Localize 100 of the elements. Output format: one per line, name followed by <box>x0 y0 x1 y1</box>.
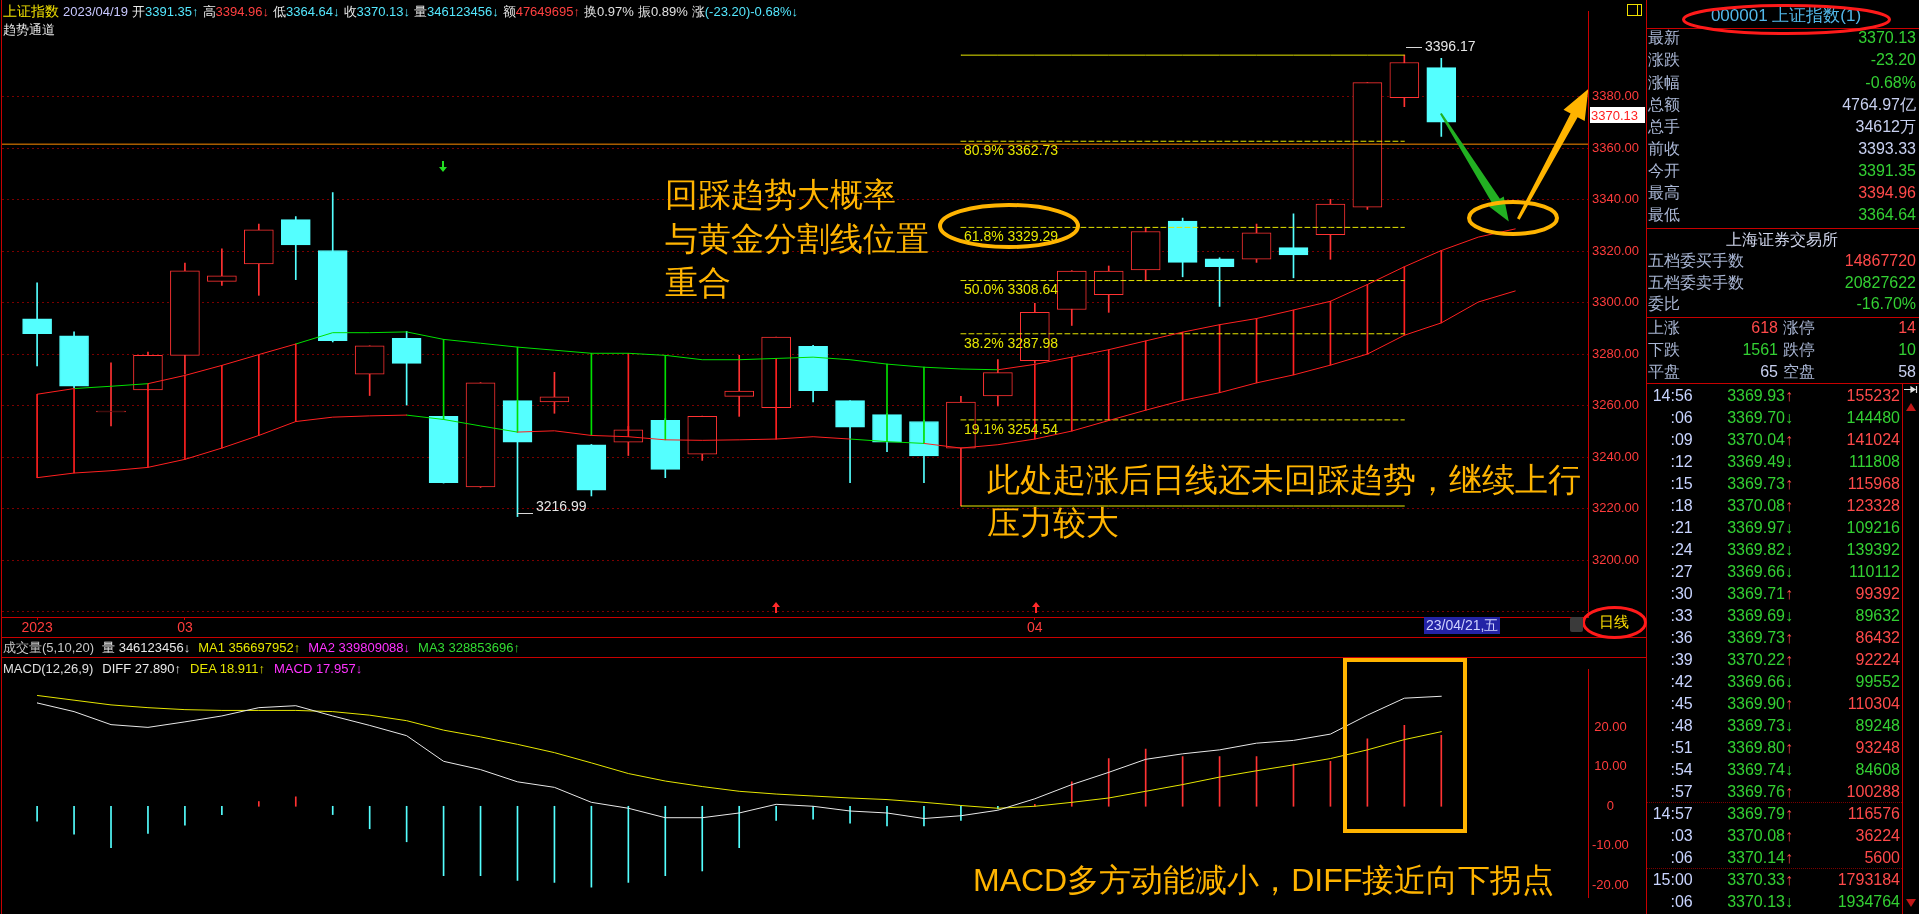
annotation: 量346123456↓ <box>414 4 499 19</box>
text: 34612万 <box>1855 116 1916 137</box>
text: :18 3370.08↑ 123328 <box>1670 496 1900 514</box>
text: :54 3369.74↓ 84608 <box>1670 760 1900 778</box>
text: 下跌 <box>1648 340 1680 360</box>
y-tick-label: 20.00 <box>1594 718 1627 734</box>
text: MA1 356697952↑ <box>198 640 301 656</box>
text: :21 3369.97↓ 109216 <box>1670 518 1900 536</box>
y-tick-label: 3340.00 <box>1592 191 1639 207</box>
text: 总额 <box>1648 94 1680 115</box>
text: -0.68% <box>1865 72 1916 93</box>
annotation: MACD 17.957↓ <box>274 661 363 677</box>
text: 3370.13 <box>1591 107 1638 123</box>
annotation: 3216.99 <box>536 497 587 514</box>
text: 14:57 3369.79↑ 116576 <box>1652 804 1900 822</box>
text: 14:56 3369.93↑ 155232 <box>1652 386 1900 404</box>
x-tick-label: 03 <box>177 619 193 636</box>
text: 最低 <box>1648 205 1680 226</box>
y-tick-label: 3360.00 <box>1592 139 1639 155</box>
text: 涨幅 <box>1648 72 1680 93</box>
text: 上涨 <box>1648 318 1680 339</box>
y-tick-label: 3220.00 <box>1592 500 1639 516</box>
y-tick-label: 3240.00 <box>1592 448 1639 464</box>
text: 4764.97亿 <box>1842 94 1916 115</box>
text: 14867720 <box>1844 250 1916 271</box>
text: 今开 <box>1648 160 1680 181</box>
series-label: 80.9% 3362.73 <box>963 142 1059 159</box>
y-tick-label: 10.00 <box>1594 758 1627 774</box>
y-tick-label: -10.00 <box>1591 837 1629 853</box>
annotation: DEA 18.911↑ <box>190 661 265 677</box>
annotation: 高3394.96↓ <box>202 4 270 19</box>
text: 3364.64 <box>1858 205 1916 226</box>
y-tick-label: 3200.00 <box>1592 551 1639 567</box>
y-tick-label: 0 <box>1606 797 1615 813</box>
annotation: 低3364.64↓ <box>273 4 340 19</box>
chart-title: 上证指数 <box>3 3 59 20</box>
x-tick-label: 04 <box>1027 619 1043 636</box>
annotation: 额47649695↑ <box>502 4 580 19</box>
text: :06 3370.13↓ 1934764 <box>1670 892 1900 910</box>
y-tick-label: 3300.00 <box>1592 294 1639 310</box>
text: 000001 上证指数(1) <box>1710 4 1862 26</box>
text: :06 3370.14↑ 5600 <box>1670 848 1900 866</box>
annotation: 2023/04/19 <box>63 3 129 20</box>
text: 涨跌 <box>1648 50 1680 71</box>
text: :36 3369.73↑ 86432 <box>1670 628 1900 646</box>
text: :42 3369.66↓ 99552 <box>1670 672 1900 690</box>
annotation: 3396.17 <box>1425 37 1476 54</box>
text: 15:00 3370.33↑ 1793184 <box>1652 870 1900 888</box>
text: MA2 339809088↓ <box>308 640 411 656</box>
text: :03 3370.08↑ 36224 <box>1670 826 1900 844</box>
text: :33 3369.69↓ 89632 <box>1670 606 1900 624</box>
text: :09 3370.04↑ 141024 <box>1670 430 1900 448</box>
annotation: 收3370.13↓ <box>343 4 411 19</box>
text: 成交量(5,10,20) <box>3 640 95 656</box>
text: 最新 <box>1648 28 1680 49</box>
x-tick-label: 2023 <box>21 619 53 636</box>
y-tick-label: 3260.00 <box>1592 397 1639 413</box>
annotation: 涨(-23.20)-0.68%↓ <box>691 4 798 19</box>
annotation: 振0.89% <box>637 3 688 20</box>
text: -16.70% <box>1856 294 1916 315</box>
text: 委比 <box>1648 294 1680 315</box>
text: 总手 <box>1648 116 1680 137</box>
text: :39 3370.22↑ 92224 <box>1670 650 1900 668</box>
annotation: DIFF 27.890↑ <box>102 661 182 677</box>
text: 3370.13 <box>1858 28 1916 49</box>
text: 上海证券交易所 <box>1726 230 1838 250</box>
text: 618 <box>1751 318 1778 339</box>
text: 五档委买手数 <box>1648 250 1744 271</box>
y-tick-label: 3380.00 <box>1592 88 1639 104</box>
text: 58 <box>1898 361 1916 382</box>
text: MA3 328853696↑ <box>418 640 520 656</box>
annotation: 换0.97% <box>584 3 634 20</box>
text: 跌停 <box>1783 340 1815 360</box>
text: :45 3369.90↑ 110304 <box>1670 694 1900 712</box>
text: :51 3369.80↑ 93248 <box>1670 738 1900 756</box>
text: :48 3369.73↓ 89248 <box>1670 716 1900 734</box>
text: 涨停 <box>1783 318 1815 339</box>
text: :57 3369.76↑ 100288 <box>1670 782 1900 800</box>
text: 五档委卖手数 <box>1648 272 1744 293</box>
y-tick-label: 3280.00 <box>1592 345 1639 361</box>
text: 平盘 <box>1648 361 1680 382</box>
text: 3394.96 <box>1858 183 1916 203</box>
text: :24 3369.82↓ 139392 <box>1670 540 1900 558</box>
text: 3393.33 <box>1858 138 1916 159</box>
text: 空盘 <box>1783 361 1815 382</box>
text: :30 3369.71↑ 99392 <box>1670 584 1900 602</box>
text: 前收 <box>1648 138 1680 159</box>
annotation: 趋势通道 <box>3 22 55 38</box>
text: :06 3369.70↓ 144480 <box>1670 408 1900 426</box>
y-tick-label: 3320.00 <box>1592 242 1639 258</box>
annotation: MACD多方动能减小，DIFF接近向下拐点 <box>973 861 1555 898</box>
annotation: 回踩趋势大概率与黄金分割线位置重合 <box>665 176 929 302</box>
text: 14 <box>1898 318 1916 339</box>
text: 20827622 <box>1844 272 1916 293</box>
text: -23.20 <box>1870 50 1916 71</box>
text: 最高 <box>1648 183 1680 203</box>
text: :12 3369.49↓ 111808 <box>1670 452 1900 470</box>
annotation: 此处起涨后日线还未回踩趋势，继续上行压力较大 <box>987 461 1581 542</box>
annotation: 开3391.35↑ <box>132 4 199 19</box>
text: 日线 <box>1599 613 1629 631</box>
